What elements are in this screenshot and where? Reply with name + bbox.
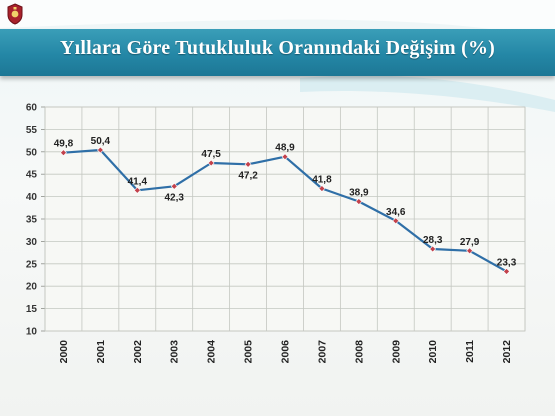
x-tick-label: 2009 [390, 340, 402, 364]
x-tick-label: 2002 [132, 340, 144, 364]
data-label: 49,8 [54, 139, 74, 150]
y-tick-label: 25 [26, 259, 38, 270]
data-point [392, 217, 400, 225]
data-label: 28,3 [423, 235, 443, 246]
data-label: 50,4 [91, 136, 111, 147]
data-point [429, 245, 437, 253]
y-tick-label: 15 [26, 304, 38, 315]
data-point [170, 182, 178, 190]
data-label: 47,5 [201, 149, 221, 160]
data-point [133, 186, 141, 194]
x-tick-label: 2004 [206, 340, 218, 364]
y-tick-label: 50 [26, 147, 38, 158]
data-label: 34,6 [386, 207, 406, 218]
data-label: 38,9 [349, 188, 369, 199]
data-point [318, 185, 326, 192]
x-tick-label: 2011 [464, 340, 476, 363]
data-point [60, 149, 67, 157]
x-tick-label: 2008 [353, 340, 365, 364]
y-tick-label: 10 [26, 327, 38, 338]
data-label: 47,2 [238, 170, 258, 181]
x-tick-label: 2006 [280, 340, 292, 364]
y-tick-label: 60 [26, 103, 38, 114]
data-point [96, 146, 104, 154]
data-point [355, 198, 363, 205]
page-title: Yıllara Göre Tutukluluk Oranındaki Değiş… [59, 37, 496, 59]
x-tick-label: 2003 [169, 340, 181, 364]
data-label: 42,3 [164, 192, 184, 203]
y-tick-label: 40 [26, 192, 38, 203]
data-point [281, 153, 289, 161]
x-tick-label: 2007 [316, 340, 328, 364]
data-point [244, 160, 252, 168]
y-tick-label: 20 [26, 282, 38, 293]
y-tick-label: 45 [26, 170, 38, 181]
decorative-wave [0, 0, 555, 112]
x-tick-label: 2001 [95, 340, 107, 364]
y-tick-label: 55 [26, 125, 38, 136]
data-label: 41,8 [312, 175, 332, 186]
y-tick-label: 35 [26, 215, 38, 226]
x-tick-label: 2012 [501, 340, 513, 364]
data-point [503, 267, 510, 275]
x-tick-label: 2010 [427, 340, 439, 364]
y-tick-label: 30 [26, 237, 38, 248]
x-tick-label: 2000 [58, 340, 70, 364]
x-tick-label: 2005 [243, 340, 255, 364]
data-point [466, 247, 474, 255]
data-label: 48,9 [275, 143, 295, 154]
title-bar [0, 29, 555, 76]
emblem-icon [7, 3, 23, 25]
data-label: 27,9 [460, 237, 480, 248]
data-label: 23,3 [497, 257, 517, 268]
data-label: 41,4 [128, 176, 148, 187]
data-point [207, 159, 215, 167]
